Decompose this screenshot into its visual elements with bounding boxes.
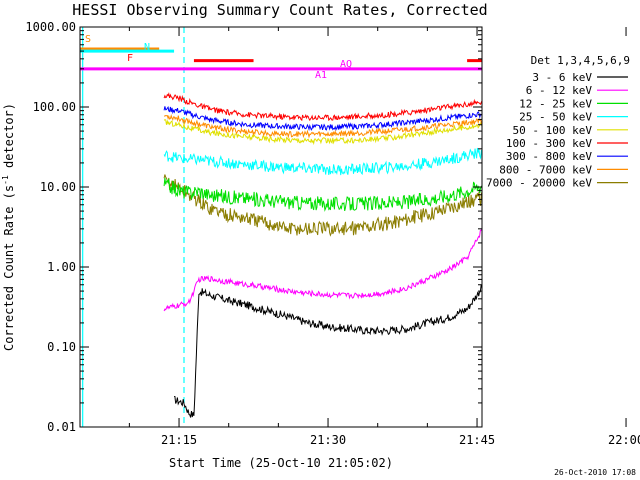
series-line bbox=[163, 147, 482, 176]
flag-label: A1 bbox=[315, 70, 327, 81]
x-tick-label: 22:00 bbox=[608, 433, 640, 447]
series-group bbox=[163, 92, 482, 418]
legend-entry-label: 800 - 7000 keV bbox=[499, 163, 592, 176]
y-axis-label: Corrected Count Rate (s-1 detector) bbox=[1, 103, 16, 351]
x-tick-label: 21:45 bbox=[459, 433, 495, 447]
y-tick-label: 1000.00 bbox=[25, 20, 76, 34]
y-tick-label: 0.01 bbox=[47, 420, 76, 434]
y-axis: 0.01 0.10 1.00 10.00 100.00 1000.00 bbox=[25, 20, 482, 434]
legend-entry-label: 300 - 800 keV bbox=[506, 150, 592, 163]
footer-date: 26-Oct-2010 17:08 bbox=[554, 468, 636, 477]
legend-entry-label: 12 - 25 keV bbox=[519, 97, 592, 110]
x-axis-label: Start Time (25-Oct-10 21:05:02) bbox=[169, 456, 393, 470]
flag-label: F bbox=[127, 53, 133, 64]
series-line bbox=[163, 105, 482, 132]
legend-entry-label: 6 - 12 keV bbox=[526, 84, 593, 97]
series-line bbox=[163, 177, 482, 212]
y-tick-label: 0.10 bbox=[47, 340, 76, 354]
y-tick-label: 100.00 bbox=[33, 100, 76, 114]
flag-label: AQ bbox=[340, 59, 352, 70]
flag-bars bbox=[80, 47, 482, 71]
legend-entry-label: 7000 - 20000 keV bbox=[486, 177, 592, 190]
legend-entry-label: 3 - 6 keV bbox=[532, 71, 592, 84]
series-line bbox=[163, 228, 482, 312]
chart-title: HESSI Observing Summary Count Rates, Cor… bbox=[72, 1, 487, 19]
legend-title: Det 1,3,4,5,6,9 bbox=[531, 54, 630, 67]
y-tick-label: 10.00 bbox=[40, 180, 76, 194]
series-line bbox=[163, 174, 482, 237]
x-tick-label: 21:15 bbox=[161, 433, 197, 447]
legend-entry-label: 50 - 100 keV bbox=[513, 124, 593, 137]
flag-label: N bbox=[144, 42, 150, 53]
series-line bbox=[163, 113, 482, 139]
legend-entry-label: 25 - 50 keV bbox=[519, 111, 592, 124]
series-line bbox=[174, 284, 482, 418]
y-tick-label: 1.00 bbox=[47, 260, 76, 274]
legend-entry-label: 100 - 300 keV bbox=[506, 137, 592, 150]
flag-label: S bbox=[85, 34, 91, 45]
marker-lines bbox=[82, 27, 185, 427]
plot-frame bbox=[79, 26, 483, 428]
x-tick-label: 21:30 bbox=[310, 433, 346, 447]
series-line bbox=[163, 119, 482, 146]
series-line bbox=[163, 92, 482, 122]
